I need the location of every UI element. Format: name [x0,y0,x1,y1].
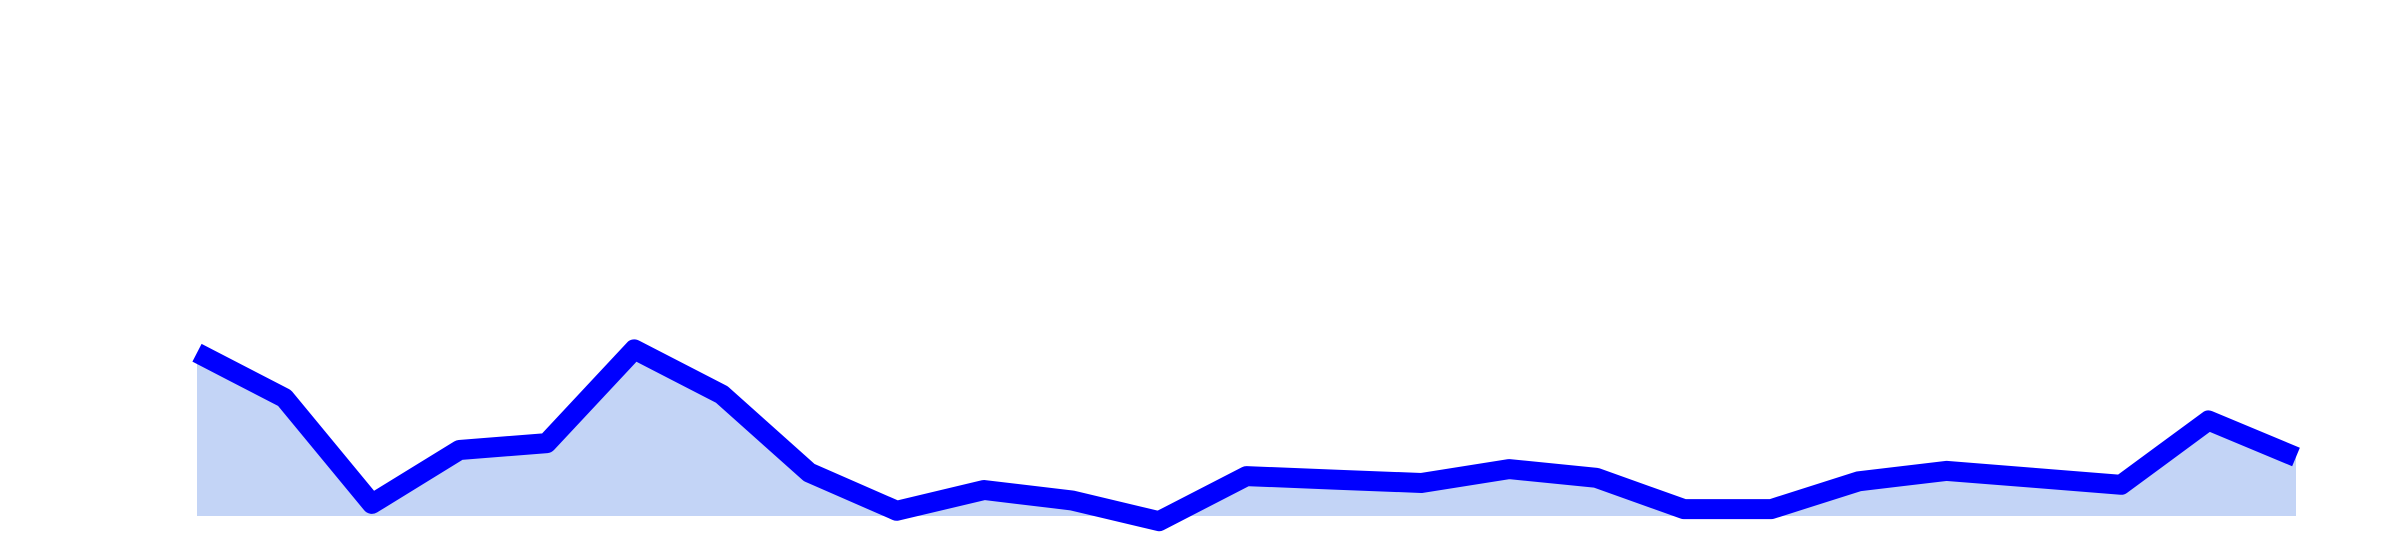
series-line [192,339,2300,532]
plot-group [192,339,2300,532]
series-area-fill [197,349,2296,522]
